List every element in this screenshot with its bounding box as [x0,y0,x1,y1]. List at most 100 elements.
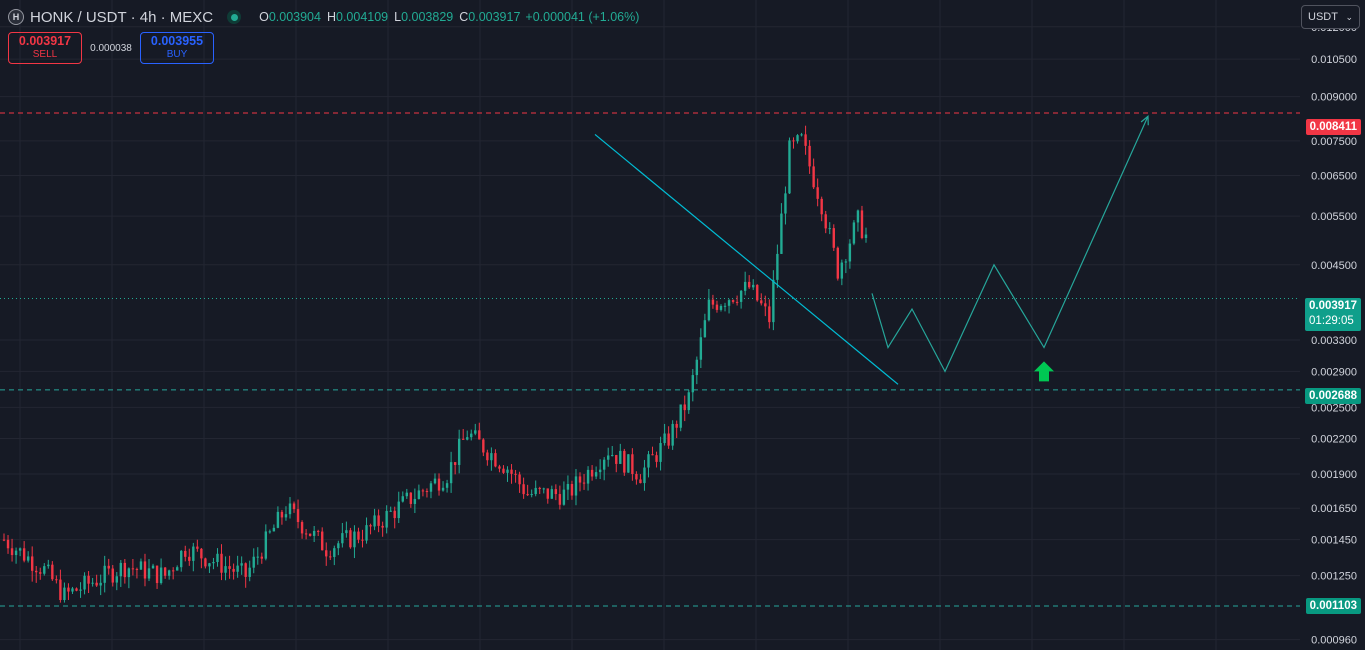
candle-body [377,515,380,526]
candle-body [651,454,654,456]
candle-body [51,564,54,580]
high-key: H [326,10,336,24]
candle-body [570,484,574,496]
candle-body [381,525,384,528]
candle-body [14,550,18,556]
candle-body [216,553,219,563]
candle-body [623,450,626,473]
sell-button[interactable]: 0.003917 SELL [8,32,82,64]
y-tick-label: 0.010500 [1311,54,1357,66]
candle-body [143,561,147,579]
candle-body [180,550,183,568]
y-tick-label: 0.001250 [1311,571,1357,583]
candle-body [474,430,477,434]
candle-body [675,423,678,428]
candle-body [176,567,179,571]
candle-body [10,548,14,556]
trendline [594,133,899,385]
candle-body [594,472,598,477]
price-axis: 0.0120000.0105000.0090000.0075000.006500… [1311,22,1357,647]
candle-body [655,455,658,462]
candle-body [256,556,259,558]
candle-body [663,433,666,444]
candle-body [562,489,566,505]
honk-token-icon[interactable]: H [8,9,24,25]
candle-body [131,568,135,570]
candle-body [715,304,719,310]
symbol-title[interactable]: HONK / USDT · 4h · MEXC [30,8,214,26]
candle-body [35,570,38,573]
candle-body [735,301,739,303]
change-value: +0.000041 (+1.06%) [525,10,640,24]
candle-body [47,564,50,567]
candle-body [635,473,638,480]
candle-body [373,515,376,527]
candle-body [171,570,175,572]
candle-body [836,247,840,279]
resistance-price-label: 0.008411 [1305,119,1361,135]
candle-body [538,487,541,490]
candle-body [163,567,167,576]
candle-body [95,582,98,586]
candle-body [357,531,360,540]
y-tick-label: 0.001900 [1311,469,1357,481]
candle-body [353,531,356,548]
candle-body [453,462,457,465]
buy-button[interactable]: 0.003955 BUY [140,32,214,64]
candle-body [296,509,300,523]
candle-body [691,375,694,393]
candle-body [852,222,856,244]
candle-body [155,565,159,584]
candle-body [321,531,324,551]
candle-body [494,453,497,467]
candle-body [67,587,70,592]
candle-body [546,488,549,499]
candle-body [578,476,582,483]
candle-body [212,562,215,564]
candle-body [280,511,284,518]
candle-body [349,530,352,548]
candle-body [478,430,481,440]
candle-body [224,566,227,573]
candle-body [123,562,127,578]
candle-body [514,473,517,475]
low-key: L [394,10,402,24]
candle-body [316,530,320,532]
candle-body [784,193,787,214]
candle-body [397,501,400,519]
candle-body [506,469,509,473]
candle-body [184,550,187,557]
currency-select[interactable]: USDT ⌄ [1301,5,1360,29]
candle-body [409,492,413,504]
candle-body [510,469,513,474]
candle-body [832,228,835,248]
open-value: 0.003904 [268,10,321,24]
candle-body [574,476,578,496]
candle-body [860,210,864,239]
drawings [594,114,1149,385]
buy-label: BUY [166,49,188,60]
candle-body [667,433,670,446]
candle-body [756,284,759,301]
candle-body [63,587,66,601]
candle-body [747,281,751,288]
y-tick-label: 0.003300 [1311,335,1357,347]
candle-body [244,563,247,577]
current-price-value: 0.003917 [1309,300,1357,312]
candle-body [385,510,388,528]
candle-body [252,556,255,568]
candle-body [159,567,163,584]
candle-body [530,494,533,496]
candle-body [111,568,114,583]
candle-body [498,466,501,469]
candle-body [840,262,844,279]
candle-body [260,556,263,559]
candle-body [856,210,860,223]
candle-body [772,279,775,323]
candle-body [768,306,771,323]
buy-price: 0.003955 [150,34,204,48]
candle-body [6,539,10,549]
candle-body [764,303,767,307]
candle-body [425,491,429,493]
